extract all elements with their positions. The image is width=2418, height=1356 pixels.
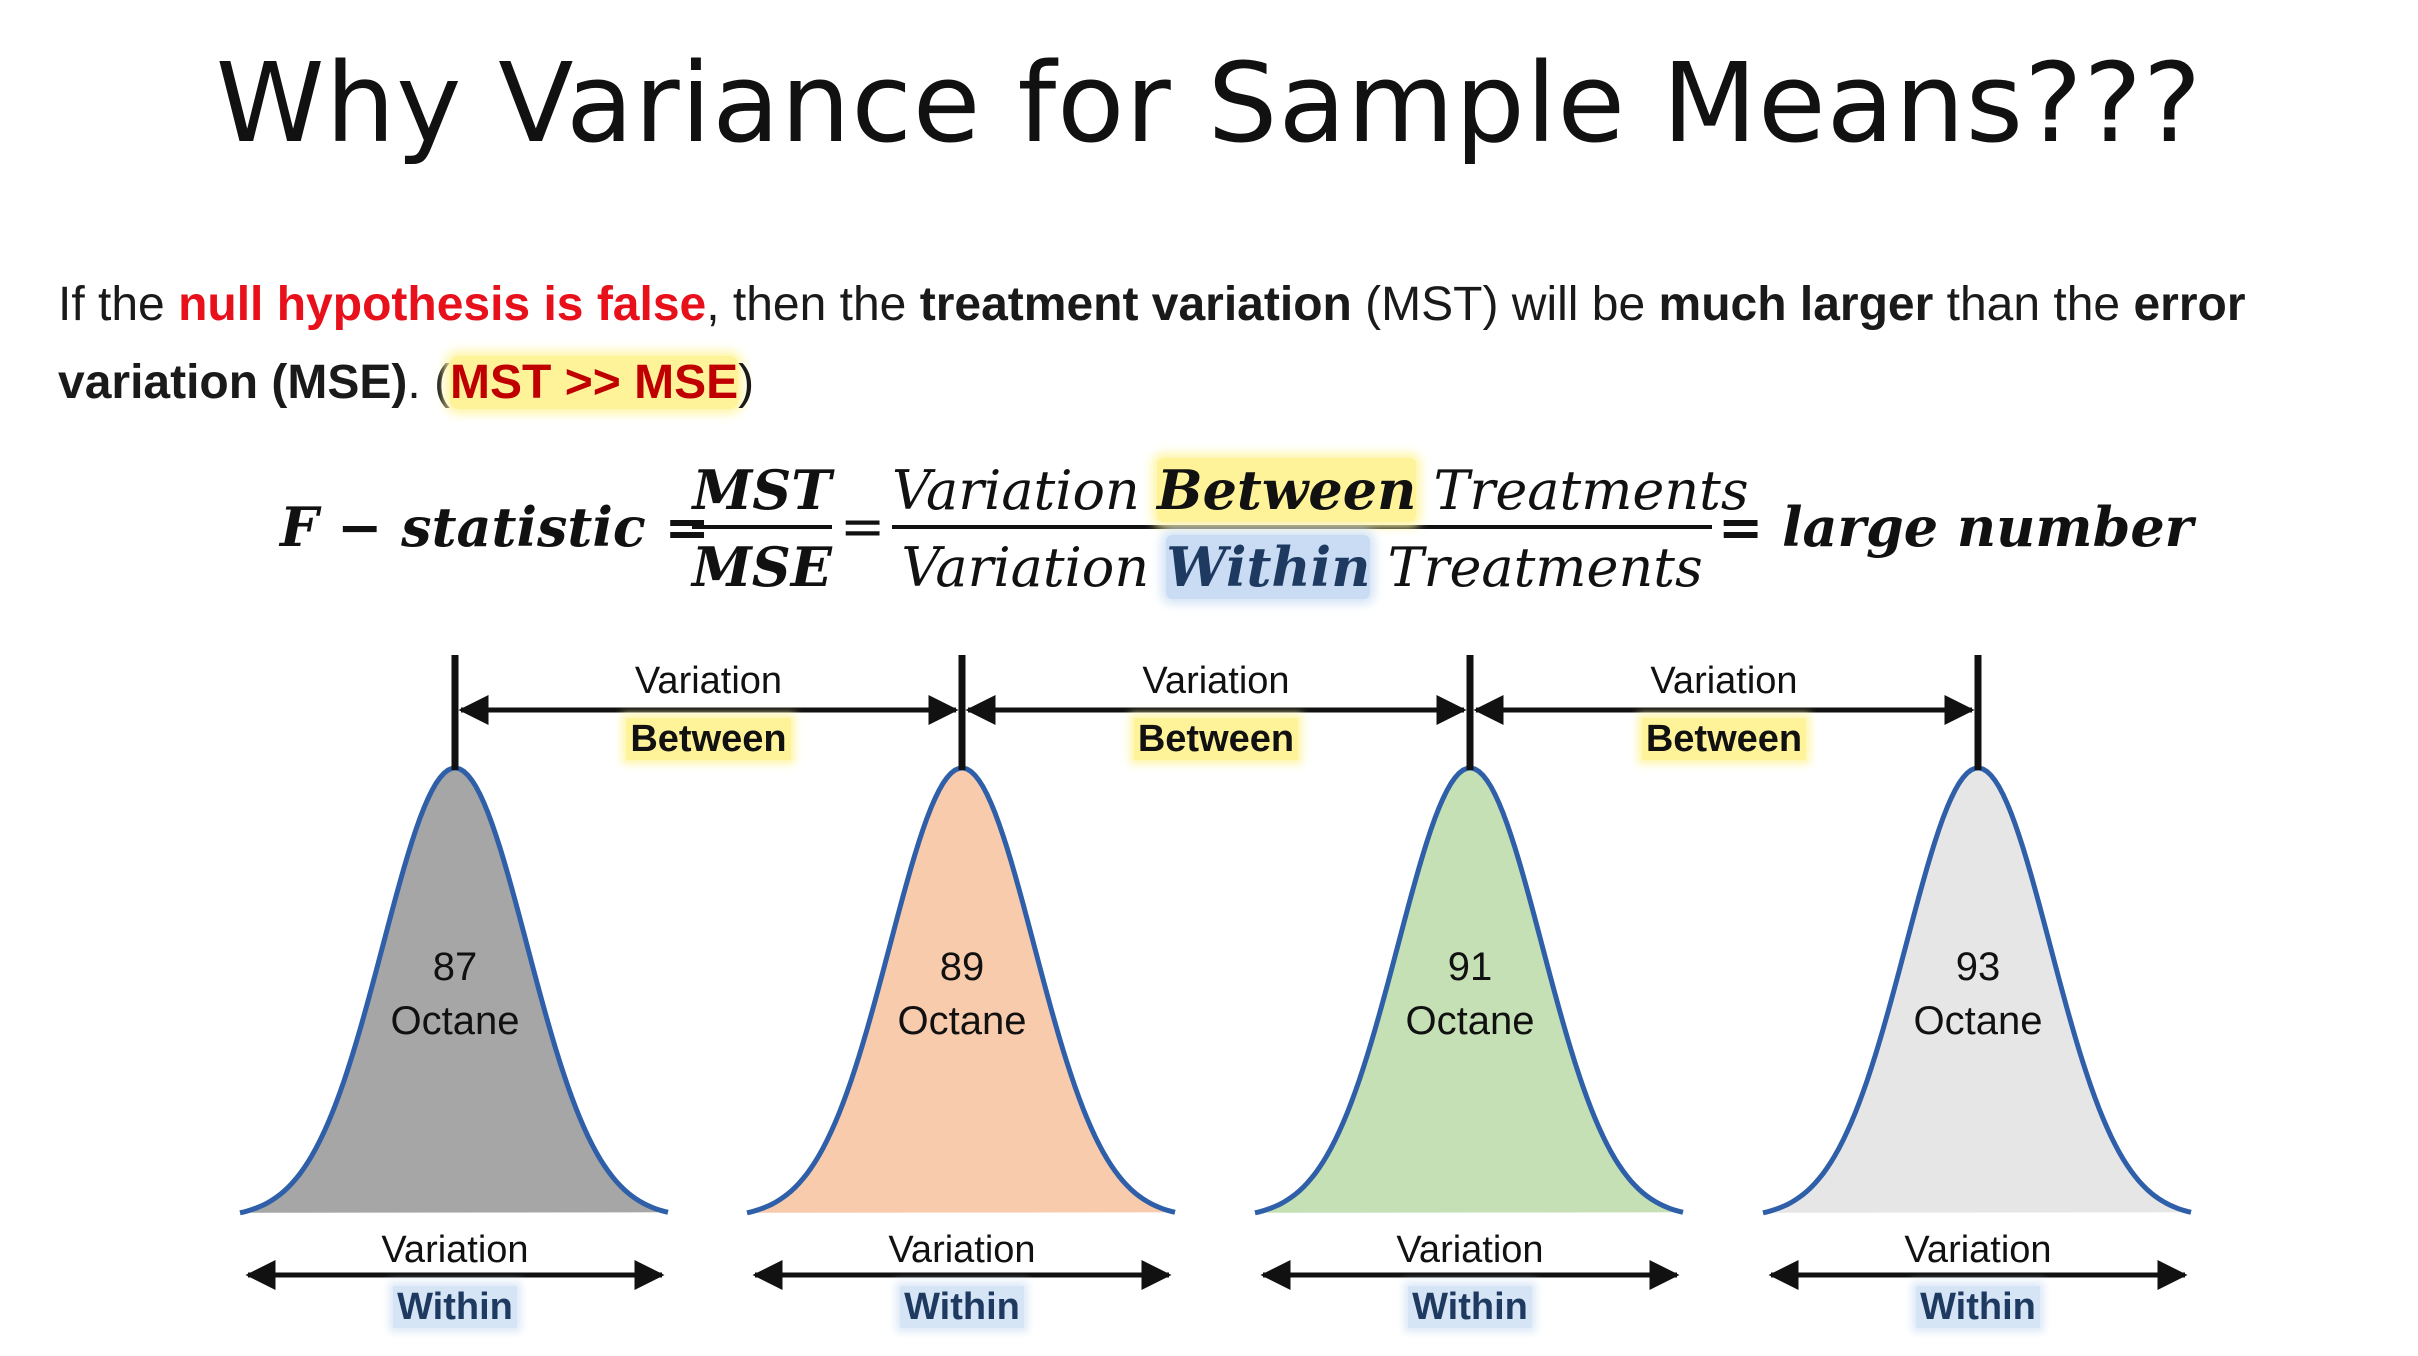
octane-unit: Octane (390, 999, 520, 1043)
between-variation-label: Variation (634, 660, 783, 702)
octane-unit: Octane (897, 999, 1027, 1043)
within-variation-label: Variation (888, 1229, 1036, 1271)
between-word-highlight: Between (1641, 718, 1807, 760)
treatment-variation-emphasis: treatment variation (919, 278, 1352, 331)
octane-value: 89 (939, 945, 985, 989)
fraction-bar (892, 525, 1712, 529)
between-variation-label: Variation (1142, 660, 1290, 702)
between-word: Between (1086, 714, 1346, 764)
numerator-text-c: Treatments (1416, 459, 1749, 522)
slide-title: Why Variance for Sample Means??? (215, 39, 2203, 167)
much-larger-emphasis: much larger (1658, 278, 1934, 331)
within-word: Within (832, 1282, 1092, 1332)
numerator-text-a: Variation (892, 459, 1157, 522)
mst-mse-highlight: MST >> MSE (450, 356, 739, 409)
null-hypothesis-emphasis: null hypothesis is false (178, 278, 707, 331)
variation-fraction: Variation Between Treatments Variation W… (892, 455, 1749, 605)
para-text-5: (MST) will be (1351, 278, 1659, 331)
guides-layer (245, 655, 2188, 1290)
formula-equals: = (840, 495, 886, 558)
within-word: Within (1848, 1282, 2108, 1332)
between-highlight: Between (1156, 458, 1417, 522)
octane-unit: Octane (1405, 999, 1535, 1043)
para-text-11: ) (738, 356, 755, 409)
within-word-highlight: Within (900, 1286, 1024, 1328)
octane-89-label: 89 Octane (862, 940, 1062, 1048)
within-word: Within (325, 1282, 585, 1332)
formula-lhs: F − statistic = (280, 495, 710, 559)
f-statistic-formula: F − statistic = MST MSE = Variation Betw… (0, 455, 2418, 605)
fraction-numerator-mst: MST (692, 458, 832, 522)
octane-87-curve-fill (240, 768, 668, 1213)
fraction-denominator-within: Variation Within Treatments (892, 529, 1712, 605)
between-word-highlight: Between (626, 718, 791, 760)
octane-value: 93 (1955, 945, 2001, 989)
octane-value: 91 (1447, 945, 1493, 989)
octane-89-curve-fill (747, 768, 1175, 1213)
para-text-3: , then the (706, 278, 920, 331)
octane-93-label: 93 Octane (1878, 940, 2078, 1048)
fraction-bar (692, 525, 832, 529)
formula-rhs: = large number (1718, 495, 2194, 559)
intro-paragraph: If the null hypothesis is false, then th… (58, 266, 2378, 422)
para-text-1: If the (58, 278, 179, 331)
octane-87-label: 87 Octane (355, 940, 555, 1048)
within-word-highlight: Within (1408, 1286, 1532, 1328)
between-word: Between (579, 714, 839, 764)
curves-layer (239, 765, 2192, 1216)
para-text-9: . ( (407, 356, 451, 409)
within-highlight: Within (1166, 535, 1371, 599)
within-variation-label: Variation (381, 1229, 529, 1271)
denominator-text-c: Treatments (1370, 536, 1703, 599)
mst-mse-fraction: MST MSE (692, 455, 832, 605)
within-word-highlight: Within (1916, 1286, 2040, 1328)
within-variation-label: Variation (1396, 1229, 1544, 1271)
within-word-highlight: Within (393, 1286, 517, 1328)
error-variation-emphasis: error variation (MSE) (58, 278, 2246, 409)
octane-91-curve-fill (1255, 768, 1683, 1213)
fraction-denominator-mse: MSE (692, 535, 832, 599)
within-word: Within (1340, 1282, 1600, 1332)
between-word: Between (1594, 714, 1854, 764)
octane-unit: Octane (1913, 999, 2043, 1043)
denominator-text-a: Variation (901, 536, 1167, 599)
between-variation-label: Variation (1650, 660, 1798, 702)
para-text-7: than the (1933, 278, 2134, 331)
octane-value: 87 (432, 945, 478, 989)
fraction-numerator-between: Variation Between Treatments (892, 455, 1749, 525)
octane-91-label: 91 Octane (1370, 940, 1570, 1048)
octane-93-curve-fill (1763, 768, 2191, 1213)
within-variation-label: Variation (1904, 1229, 2052, 1271)
between-word-highlight: Between (1133, 718, 1299, 760)
